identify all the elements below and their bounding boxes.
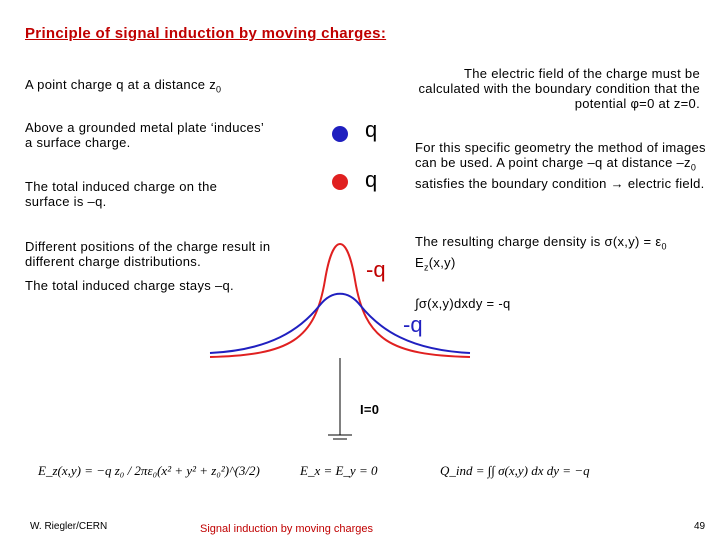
paragraph: The total induced charge stays –q. (25, 278, 315, 293)
equation: E_x = E_y = 0 (300, 463, 378, 478)
current-label: I=0 (360, 402, 380, 417)
paragraph: The resulting charge density is σ(x,y) =… (415, 234, 705, 275)
text-run: The resulting charge density is σ(x,y) =… (415, 234, 662, 249)
text-run: The total induced charge on the surface … (25, 179, 218, 209)
text-run: The electric field of the charge must be… (418, 66, 700, 111)
text-run: The total induced charge stays –q. (25, 278, 234, 293)
text-run: E (415, 254, 424, 270)
paragraph: A point charge q at a distance z0 (25, 77, 285, 98)
paragraph: The total induced charge on the surface … (25, 179, 265, 209)
text-run: satisfies the boundary condition → elect… (415, 175, 705, 191)
text-run: Above a grounded metal plate ‘induces’ a… (25, 120, 264, 150)
charge-red (332, 174, 348, 190)
charge-label: -q (403, 312, 423, 337)
density-red (209, 243, 471, 358)
charge-blue (332, 126, 348, 142)
text-run: A point charge q at a distance z (25, 77, 216, 92)
text-run: Different positions of the charge result… (25, 239, 271, 269)
page-number: 49 (694, 521, 706, 532)
charge-label: -q (366, 257, 386, 282)
text-run: For this specific geometry the method of… (415, 140, 706, 170)
subscript: 0 (690, 162, 697, 173)
footer-author: W. Riegler/CERN (30, 521, 108, 532)
equation: E_z(x,y) = −q z₀ / 2πε₀(x² + y² + z₀²)^(… (38, 463, 260, 478)
density-blue (209, 292, 471, 354)
charge-label: q (365, 117, 378, 142)
charge-label: q (365, 167, 378, 192)
text-run: ∫σ(x,y)dxdy = -q (415, 296, 511, 311)
subscript: 0 (661, 241, 667, 252)
footer-title: Signal induction by moving charges (200, 523, 374, 535)
slide-title: Principle of signal induction by moving … (25, 25, 387, 42)
subscript: 0 (216, 84, 222, 95)
paragraph: Above a grounded metal plate ‘induces’ a… (25, 120, 265, 150)
paragraph: Different positions of the charge result… (25, 239, 315, 269)
paragraph: For this specific geometry the method of… (415, 140, 715, 191)
paragraph: The electric field of the charge must be… (415, 66, 700, 111)
subscript: z (423, 262, 429, 273)
equation: Q_ind = ∫∫ σ(x,y) dx dy = −q (440, 463, 590, 478)
paragraph: ∫σ(x,y)dxdy = -q (415, 296, 615, 311)
text-run: (x,y) (428, 254, 456, 270)
